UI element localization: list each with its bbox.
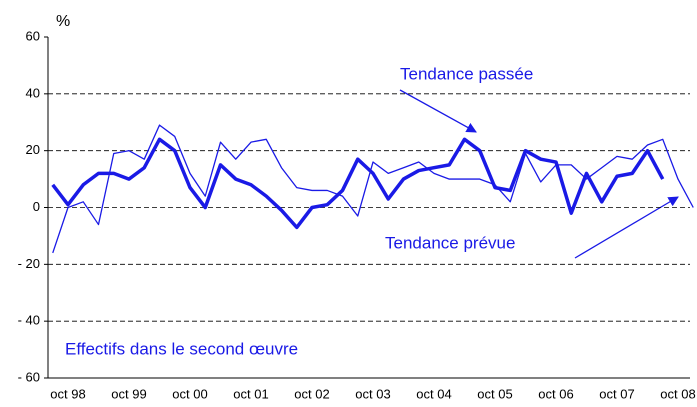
x-tick-label: oct 04 [416,386,451,401]
x-tick-label: oct 03 [355,386,390,401]
y-tick-label: - 60 [18,369,40,384]
y-tick-label: - 40 [18,313,40,328]
annotation: Tendance passée [400,64,533,83]
series-line [51,137,665,230]
arrow [574,196,679,259]
y-tick-label: 40 [26,85,40,100]
series-line [52,124,694,254]
x-tick-label: oct 08 [660,386,695,401]
x-tick-label: oct 05 [477,386,512,401]
x-tick-label: oct 06 [538,386,573,401]
x-tick-label: oct 02 [294,386,329,401]
x-tick-label: oct 00 [172,386,207,401]
y-tick-label: 0 [33,199,40,214]
annotation: Effectifs dans le second œuvre [65,339,298,358]
arrow [399,89,477,133]
x-tick-label: oct 07 [599,386,634,401]
annotation: Tendance prévue [385,233,515,252]
y-tick-label: - 20 [18,256,40,271]
y-tick-label: 20 [26,142,40,157]
y-tick-label: 60 [26,28,40,43]
x-tick-label: oct 99 [111,386,146,401]
x-tick-label: oct 01 [233,386,268,401]
x-tick-label: oct 98 [50,386,85,401]
y-axis-label: % [56,13,70,30]
